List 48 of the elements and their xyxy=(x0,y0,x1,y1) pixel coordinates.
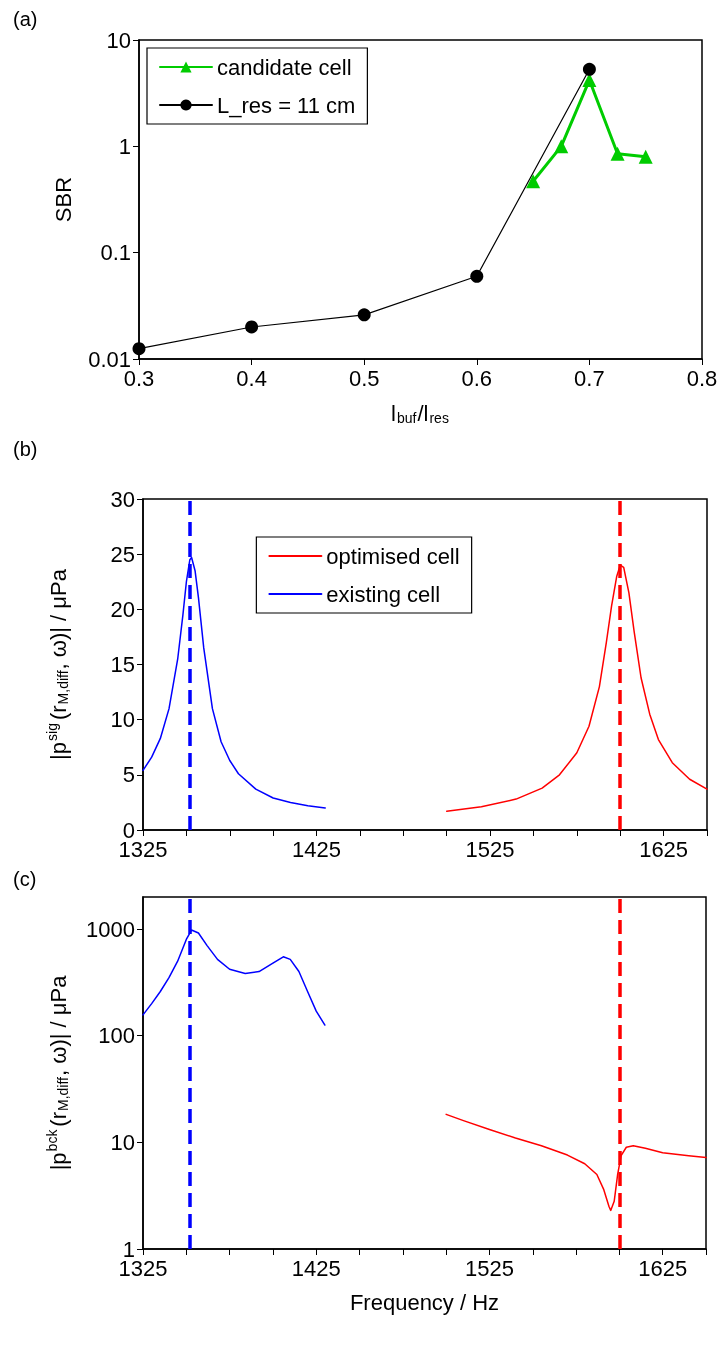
point xyxy=(582,73,597,88)
x-tick-label: 1525 xyxy=(464,1255,514,1281)
y-axis-title: SBR xyxy=(50,176,76,223)
point xyxy=(610,146,625,161)
legend-label: existing cell xyxy=(326,581,441,607)
y-tick-label: 5 xyxy=(122,762,135,788)
y-tick-label: 10 xyxy=(110,1129,135,1155)
x-tick-label: 1525 xyxy=(465,836,515,862)
point xyxy=(357,308,371,322)
y-tick-label: 30 xyxy=(110,486,135,512)
point xyxy=(526,174,541,189)
x-tick-label: 0.7 xyxy=(574,365,605,391)
point xyxy=(245,320,259,334)
y-tick-label: 20 xyxy=(110,596,135,622)
x-tick-label: 1625 xyxy=(638,1255,688,1281)
chart-title: (b) xyxy=(13,438,38,460)
y-tick-label: 10 xyxy=(106,27,131,53)
x-tick-label: 1625 xyxy=(639,836,689,862)
y-tick-label: 25 xyxy=(110,541,135,567)
point xyxy=(638,149,653,164)
point xyxy=(554,139,569,154)
chart-title: (a) xyxy=(13,8,38,30)
y-tick-label: 10 xyxy=(110,707,135,733)
y-tick-label: 1 xyxy=(118,133,131,159)
y-axis-title: |psig(rM,diff, ω)| / μPa xyxy=(44,568,71,760)
y-tick-label: 100 xyxy=(98,1023,135,1049)
y-tick-label: 0.01 xyxy=(88,346,131,372)
x-tick-label: 1425 xyxy=(291,1255,341,1281)
y-tick-label: 1000 xyxy=(86,916,135,942)
x-tick-label: 0.8 xyxy=(686,365,718,391)
legend-label: candidate cell xyxy=(217,54,352,80)
x-tick-label: 0.6 xyxy=(461,365,493,391)
chart-title: (c) xyxy=(13,868,37,890)
x-tick-label: 1425 xyxy=(292,836,342,862)
x-tick-label: 0.5 xyxy=(348,365,380,391)
y-tick-label: 0.1 xyxy=(100,240,131,266)
point xyxy=(470,269,484,283)
y-axis-title: |pbck(rM,diff, ω)| / μPa xyxy=(44,974,71,1171)
x-axis-title: Frequency / Hz xyxy=(349,1289,500,1315)
point xyxy=(582,62,596,76)
y-tick-label: 0 xyxy=(122,817,135,843)
x-tick-label: 0.4 xyxy=(236,365,267,391)
y-tick-label: 15 xyxy=(110,652,135,677)
legend-label: L_res = 11 cm xyxy=(217,92,356,118)
legend-label: optimised cell xyxy=(326,543,460,569)
y-tick-label: 1 xyxy=(122,1236,135,1262)
point xyxy=(132,342,146,356)
x-axis-title: lbuf/lres xyxy=(391,400,449,426)
